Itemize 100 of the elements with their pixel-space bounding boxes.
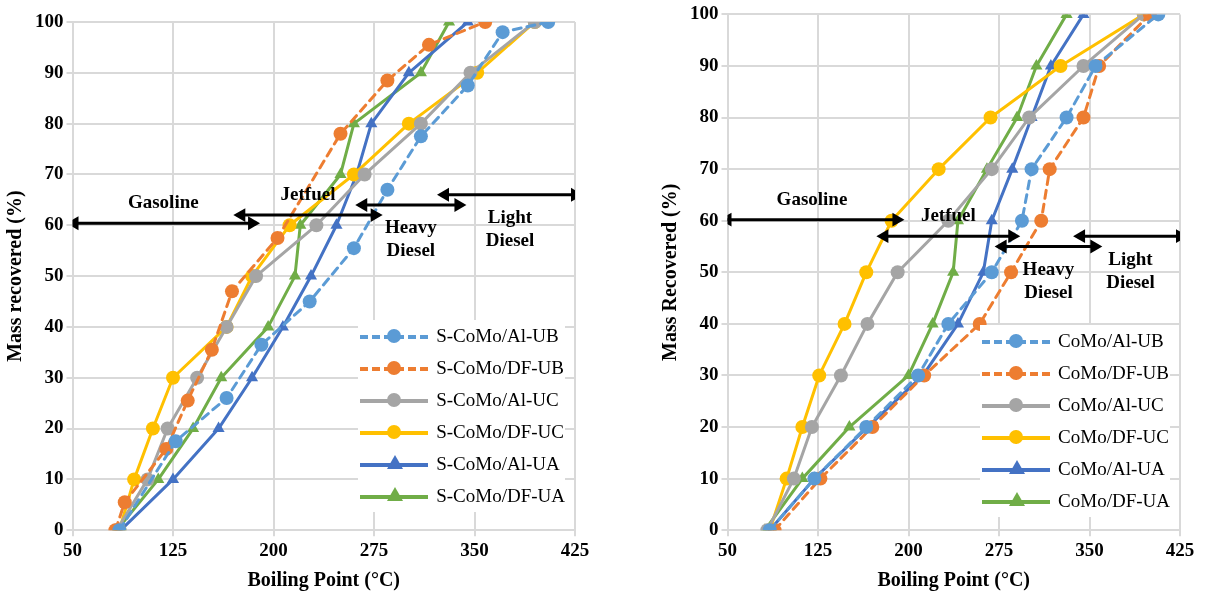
point	[219, 391, 234, 406]
y-tick-label: 80	[44, 111, 64, 133]
point	[837, 316, 852, 331]
annotation: Light Diesel	[485, 206, 535, 251]
y-tick-label: 0	[54, 518, 64, 540]
x-axis-title: Boiling Point (°C)	[877, 568, 1030, 592]
legend-label: CoMo/Al-UC	[1058, 393, 1164, 417]
x-tick-label: 200	[894, 538, 923, 560]
point	[401, 116, 416, 131]
legend-label: S-CoMo/DF-UC	[436, 420, 564, 444]
point	[983, 110, 998, 125]
point	[145, 421, 160, 436]
y-tick-label: 90	[44, 60, 64, 82]
x-tick-label: 50	[63, 538, 82, 560]
point	[346, 241, 361, 256]
y-tick-label: 100	[35, 9, 64, 31]
point	[288, 269, 301, 280]
x-tick-label: 425	[1165, 538, 1195, 560]
y-tick-label: 60	[44, 213, 64, 235]
legend-label: S-CoMo/DF-UB	[436, 356, 564, 380]
point	[204, 342, 219, 357]
point	[911, 368, 926, 383]
y-tick-label: 40	[44, 314, 64, 336]
x-tick-label: 275	[984, 538, 1014, 560]
x-tick-label: 275	[359, 538, 389, 560]
point	[294, 218, 307, 229]
point	[215, 370, 228, 382]
point	[224, 284, 239, 299]
legend-label: CoMo/DF-UA	[1058, 489, 1170, 513]
point	[246, 370, 259, 382]
point	[212, 421, 225, 433]
point	[1006, 162, 1019, 173]
point	[421, 37, 436, 52]
point	[413, 116, 428, 131]
point	[166, 370, 180, 385]
annotation: Heavy Diesel	[384, 216, 438, 261]
point	[1076, 58, 1091, 73]
point	[152, 472, 165, 483]
point	[304, 269, 318, 280]
point	[984, 162, 999, 177]
y-tick-label: 10	[44, 467, 64, 489]
legend-label: S-CoMo/Al-UA	[436, 452, 560, 476]
point	[380, 73, 395, 88]
point	[984, 265, 999, 280]
y-tick-label: 50	[699, 260, 719, 282]
y-tick-label: 0	[709, 518, 719, 540]
point	[1030, 58, 1043, 70]
y-tick-label: 90	[699, 53, 719, 75]
y-tick-label: 80	[699, 105, 719, 127]
legend-label: CoMo/Al-UB	[1058, 329, 1164, 353]
x-tick-label: 200	[259, 538, 288, 560]
y-tick-label: 60	[699, 208, 719, 230]
legend-label: S-CoMo/Al-UB	[436, 324, 559, 348]
point	[786, 471, 801, 486]
y-tick-label: 40	[699, 311, 719, 333]
y-tick-label: 30	[699, 363, 719, 385]
point	[160, 421, 175, 436]
point	[180, 393, 195, 408]
legend-label: S-CoMo/DF-UA	[436, 484, 565, 508]
point	[1024, 162, 1039, 177]
point	[941, 316, 956, 331]
point	[333, 126, 348, 141]
point	[1088, 58, 1103, 73]
point	[357, 167, 372, 182]
y-axis-title: Mass Recovered (%)	[658, 183, 682, 361]
legend-label: CoMo/Al-UA	[1058, 457, 1165, 481]
point	[249, 269, 264, 284]
legend-label: S-CoMo/Al-UC	[436, 388, 559, 412]
point	[168, 434, 183, 449]
point	[1042, 162, 1057, 177]
point	[860, 316, 875, 331]
point	[985, 213, 998, 225]
point	[859, 265, 874, 280]
point	[1076, 110, 1091, 125]
point	[402, 65, 415, 77]
x-tick-label: 50	[718, 538, 737, 560]
x-tick-label: 125	[158, 538, 188, 560]
y-tick-label: 10	[699, 466, 719, 488]
point	[334, 167, 347, 178]
point	[166, 472, 180, 483]
point	[931, 162, 946, 177]
point	[495, 25, 510, 40]
x-tick-label: 350	[1075, 538, 1104, 560]
legend-label: CoMo/DF-UB	[1058, 361, 1169, 385]
x-axis-title: Boiling Point (°C)	[247, 568, 400, 592]
annotation: Gasoline	[776, 187, 848, 209]
point	[330, 218, 343, 229]
point	[1059, 110, 1074, 125]
point	[414, 65, 427, 77]
point	[262, 319, 275, 331]
point	[127, 472, 142, 487]
point	[1004, 265, 1019, 280]
y-tick-label: 100	[690, 2, 719, 24]
point	[413, 129, 428, 144]
point	[926, 316, 939, 328]
annotation: Heavy Diesel	[1022, 257, 1075, 302]
y-tick-label: 70	[44, 162, 64, 184]
y-tick-label: 70	[699, 157, 719, 179]
point	[833, 368, 848, 383]
y-tick-label: 30	[44, 365, 64, 387]
